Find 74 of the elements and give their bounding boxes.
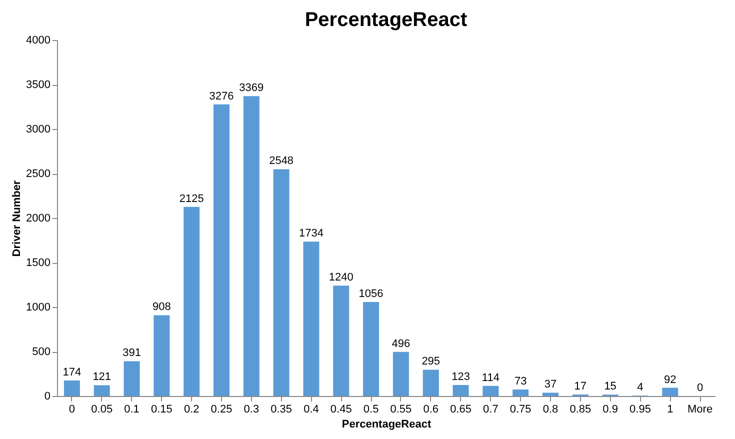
data-label: 121 — [92, 371, 112, 384]
data-label: 17 — [574, 380, 587, 392]
x-tick-label: 0.85 — [570, 404, 592, 416]
data-label: 1056 — [358, 288, 384, 300]
y-axis-title: Driver Number — [11, 180, 24, 257]
x-tick-label: 0 — [68, 404, 76, 416]
bar — [273, 169, 290, 396]
bar — [154, 315, 170, 396]
x-tick-label: 0.35 — [270, 404, 292, 416]
y-tick-label: 3000 — [26, 124, 50, 136]
bar — [214, 104, 230, 396]
chart-title: PercentageReact — [304, 9, 468, 31]
bar — [662, 388, 678, 396]
bar — [512, 390, 529, 396]
y-tick-label: 4000 — [26, 34, 50, 46]
data-label: 37 — [544, 378, 557, 391]
bar — [94, 385, 110, 396]
bar — [482, 386, 499, 396]
bar — [363, 302, 380, 396]
x-tick-label: 0.8 — [542, 404, 558, 416]
x-tick-label: More — [688, 404, 713, 416]
x-tick-label: 1 — [667, 404, 674, 416]
data-label: 1734 — [298, 228, 324, 240]
x-tick-label: 0.45 — [330, 404, 352, 416]
bar — [124, 361, 140, 396]
bar — [422, 370, 439, 396]
y-tick-label: 3500 — [26, 79, 50, 91]
data-label: 174 — [62, 366, 82, 379]
y-tick-label: 2500 — [26, 168, 50, 180]
x-tick-label: 0.7 — [483, 404, 498, 416]
x-tick-label: 0.15 — [150, 404, 172, 416]
bar — [303, 242, 320, 396]
data-label: 3276 — [209, 90, 234, 102]
bar — [542, 392, 558, 396]
x-tick-label: 0.25 — [210, 404, 232, 416]
x-tick-label: 0.1 — [124, 404, 140, 416]
bar — [452, 385, 469, 396]
data-label: 4 — [637, 382, 644, 394]
bar — [184, 206, 200, 396]
y-tick-label: 1500 — [26, 257, 50, 269]
bar — [243, 96, 260, 396]
x-tick-label: 0.05 — [91, 404, 113, 416]
x-tick-label: 0.6 — [423, 404, 439, 416]
data-label: 391 — [122, 347, 141, 360]
data-label: 1240 — [328, 272, 354, 284]
x-tick-label: 0.95 — [630, 404, 651, 416]
data-label: 295 — [422, 356, 440, 368]
bar — [333, 286, 350, 396]
y-tick-label: 2000 — [26, 212, 50, 224]
data-label: 908 — [152, 301, 171, 314]
x-tick-label: 0.55 — [390, 404, 412, 416]
data-label: 3369 — [239, 82, 264, 94]
bar — [64, 380, 80, 396]
data-label: 73 — [514, 376, 527, 388]
data-label: 123 — [452, 371, 470, 384]
data-label: 0 — [696, 382, 704, 394]
x-tick-label: 0.2 — [184, 404, 200, 416]
x-tick-label: 0.9 — [602, 404, 618, 416]
x-tick-label: 0.3 — [244, 404, 260, 416]
bar — [392, 352, 409, 396]
data-label: 92 — [664, 374, 676, 386]
data-label: 2548 — [269, 155, 294, 168]
x-tick-label: 0.4 — [304, 404, 319, 416]
data-label: 2125 — [179, 192, 204, 205]
x-tick-label: 0.5 — [363, 404, 379, 416]
y-tick-label: 0 — [44, 390, 50, 402]
x-axis-title: PercentageReact — [342, 418, 432, 430]
data-label: 15 — [604, 380, 616, 393]
y-tick-label: 500 — [32, 346, 50, 358]
x-tick-label: 0.65 — [450, 404, 472, 416]
data-label: 114 — [482, 372, 500, 384]
y-tick-label: 1000 — [26, 302, 50, 314]
x-tick-label: 0.75 — [510, 404, 532, 416]
data-label: 496 — [392, 338, 410, 350]
